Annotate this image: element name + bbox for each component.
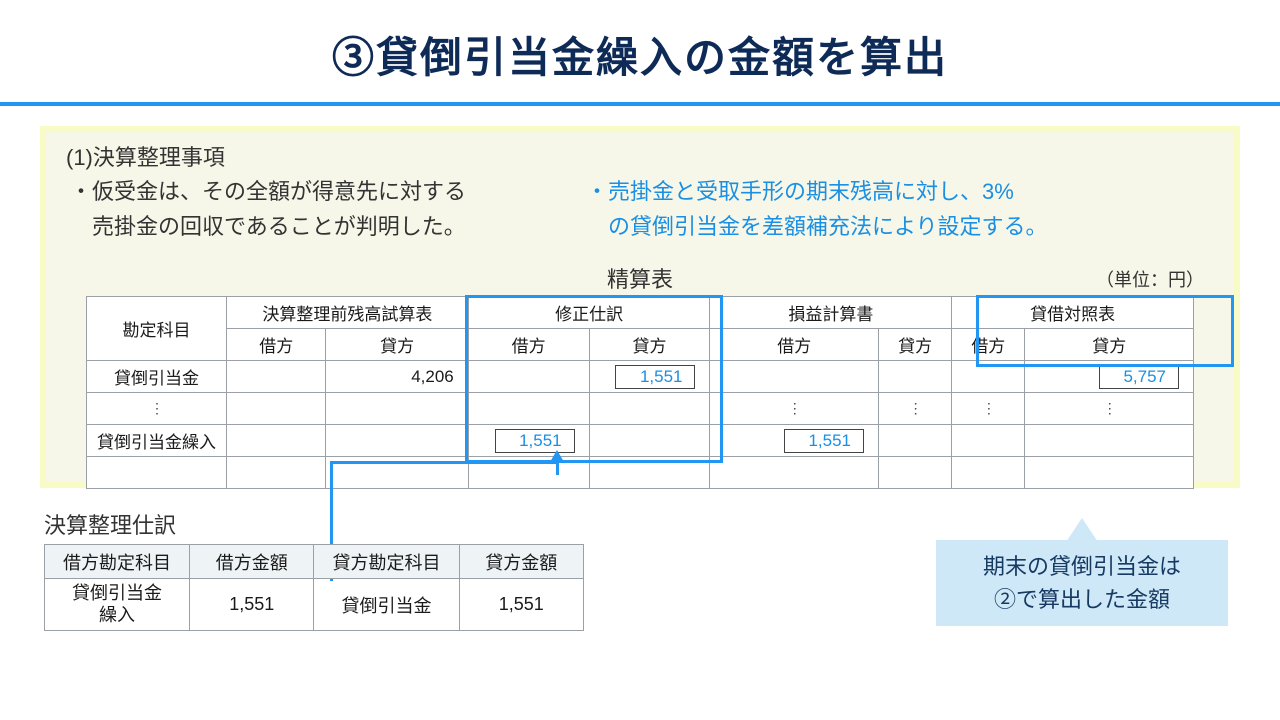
cell: 4,206 — [326, 361, 468, 393]
arrow-line — [556, 461, 559, 475]
jr-head: 借方勘定科目 — [45, 545, 190, 579]
cell — [1025, 425, 1194, 457]
col-group-pl: 損益計算書 — [710, 297, 952, 329]
cell: 1,551 — [459, 579, 583, 631]
journal-table: 借方勘定科目 借方金額 貸方勘定科目 貸方金額 貸倒引当金繰入 1,551 貸倒… — [44, 544, 584, 631]
table-row: 貸倒引当金繰入 1,551 1,551 — [87, 425, 1194, 457]
col-adj-cr: 貸方 — [589, 329, 710, 361]
col-bs-dr: 借方 — [952, 329, 1025, 361]
col-group-adj: 修正仕訳 — [468, 297, 710, 329]
cell — [227, 393, 326, 425]
boxed-value: 1,551 — [495, 429, 575, 453]
cell-dots: ⋮ — [1025, 393, 1194, 425]
table-row: ⋮ ⋮⋮ ⋮⋮ — [87, 393, 1194, 425]
table-row — [87, 457, 1194, 489]
cell: 1,551 — [589, 361, 710, 393]
cell — [710, 457, 879, 489]
cell: 貸倒引当金 — [314, 579, 459, 631]
col-pl-dr: 借方 — [710, 329, 879, 361]
cell: 1,551 — [190, 579, 314, 631]
cell — [468, 361, 589, 393]
cell-account: 貸倒引当金繰入 — [87, 425, 227, 457]
worksheet-unit: （単位：円） — [1096, 266, 1204, 292]
col-account: 勘定科目 — [87, 297, 227, 361]
page-title: ③貸倒引当金繰入の金額を算出 — [0, 24, 1280, 85]
jr-head: 貸方金額 — [459, 545, 583, 579]
cell-account: 貸倒引当金 — [87, 361, 227, 393]
col-group-tb: 決算整理前残高試算表 — [227, 297, 469, 329]
cell — [227, 361, 326, 393]
cell — [1025, 457, 1194, 489]
worksheet-title: 精算表 — [46, 262, 1234, 294]
bullet-text-a: ・仮受金は、その全額が得意先に対する 売掛金の回収であることが判明した。 — [70, 174, 570, 244]
cell: 1,551 — [710, 425, 879, 457]
journal-title: 決算整理仕訳 — [44, 508, 176, 540]
content-panel: (1)決算整理事項 ・仮受金は、その全額が得意先に対する 売掛金の回収であること… — [40, 126, 1240, 488]
bullet-text-b: ・売掛金と受取手形の期末残高に対し、3% の貸倒引当金を差額補充法により設定する… — [586, 174, 1226, 244]
worksheet-table: 勘定科目 決算整理前残高試算表 修正仕訳 損益計算書 貸借対照表 借方貸方 借方… — [86, 296, 1194, 489]
cell — [710, 361, 879, 393]
cell: 1,551 — [468, 425, 589, 457]
boxed-value: 1,551 — [615, 365, 695, 389]
cell-dots: ⋮ — [710, 393, 879, 425]
jr-head: 借方金額 — [190, 545, 314, 579]
cell: 貸倒引当金繰入 — [45, 579, 190, 631]
table-row: 貸倒引当金繰入 1,551 貸倒引当金 1,551 — [45, 579, 584, 631]
cell — [952, 425, 1025, 457]
cell — [589, 425, 710, 457]
table-row: 貸倒引当金 4,206 1,551 5,757 — [87, 361, 1194, 393]
cell — [589, 457, 710, 489]
cell — [227, 425, 326, 457]
cell — [879, 457, 952, 489]
jr-head: 貸方勘定科目 — [314, 545, 459, 579]
cell — [952, 457, 1025, 489]
cell — [468, 393, 589, 425]
col-group-bs: 貸借対照表 — [952, 297, 1194, 329]
arrow-head-icon — [550, 450, 564, 462]
cell — [326, 425, 468, 457]
cell — [87, 457, 227, 489]
cell-dots: ⋮ — [879, 393, 952, 425]
cell — [227, 457, 326, 489]
callout-bubble: 期末の貸倒引当金は②で算出した金額 — [936, 540, 1228, 626]
cell — [589, 393, 710, 425]
arrow-line — [330, 461, 556, 464]
cell — [952, 361, 1025, 393]
col-tb-dr: 借方 — [227, 329, 326, 361]
col-pl-cr: 貸方 — [879, 329, 952, 361]
col-bs-cr: 貸方 — [1025, 329, 1194, 361]
cell — [879, 361, 952, 393]
title-underline — [0, 102, 1280, 106]
cell — [326, 393, 468, 425]
boxed-value: 1,551 — [784, 429, 864, 453]
col-tb-cr: 貸方 — [326, 329, 468, 361]
boxed-value: 5,757 — [1099, 365, 1179, 389]
cell-dots: ⋮ — [952, 393, 1025, 425]
cell: 5,757 — [1025, 361, 1194, 393]
section-heading: (1)決算整理事項 — [66, 140, 225, 172]
cell — [879, 425, 952, 457]
col-adj-dr: 借方 — [468, 329, 589, 361]
cell-dots: ⋮ — [87, 393, 227, 425]
